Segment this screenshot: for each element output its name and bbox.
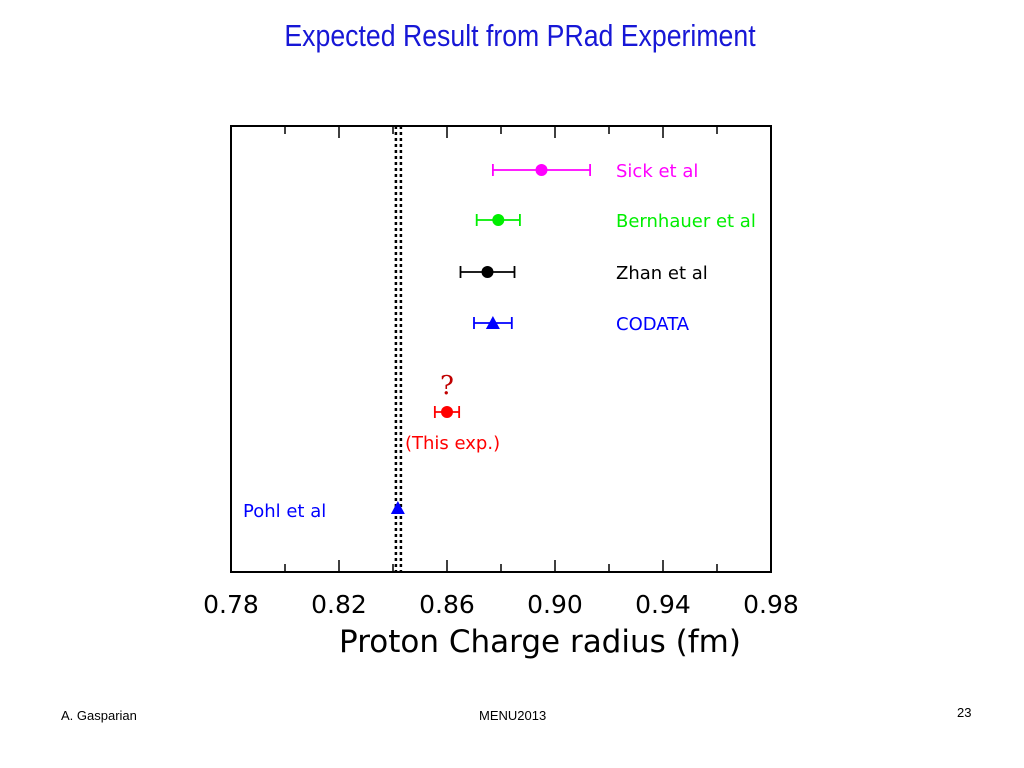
- tick-marks: [284, 126, 718, 572]
- x-tick-label: 0.82: [311, 590, 367, 619]
- page-number: 23: [957, 705, 972, 720]
- x-tick-label: 0.98: [743, 590, 799, 619]
- x-tick-label: 0.90: [527, 590, 583, 619]
- data-point-group: (This exp.)?: [405, 371, 500, 454]
- series-label: Pohl et al: [243, 501, 326, 522]
- slide-title: Expected Result from PRad Experiment: [284, 18, 756, 53]
- data-point-group: Zhan et al: [459, 263, 708, 284]
- series-label: Bernhauer et al: [616, 211, 756, 232]
- series-label: Sick et al: [616, 161, 698, 182]
- x-tick-label: 0.94: [635, 590, 691, 619]
- x-tick-label: 0.86: [419, 590, 475, 619]
- footer-author: A. Gasparian: [61, 708, 137, 723]
- triangle-marker: [390, 501, 405, 514]
- triangle-marker: [485, 316, 500, 329]
- data-point-group: Sick et al: [491, 161, 698, 182]
- circle-marker: [492, 214, 505, 226]
- series-label: CODATA: [616, 314, 690, 335]
- data-point-group: CODATA: [473, 314, 690, 335]
- circle-marker: [441, 406, 453, 418]
- x-axis-label: Proton Charge radius (fm): [339, 624, 741, 660]
- series-label: Zhan et al: [616, 263, 708, 284]
- x-tick-labels: 0.78 0.82 0.86 0.90 0.94 0.98: [203, 590, 799, 619]
- radius-chart: Sick et al Bernhauer et al Zhan et al CODAT…: [203, 125, 799, 660]
- series-label: (This exp.): [405, 433, 500, 454]
- question-mark-annotation: ?: [440, 371, 454, 401]
- data-points: Sick et al Bernhauer et al Zhan et al CODAT…: [243, 161, 756, 522]
- data-point-group: Bernhauer et al: [475, 211, 756, 232]
- data-point-group: Pohl et al: [243, 501, 405, 522]
- circle-marker: [535, 164, 548, 176]
- circle-marker: [481, 266, 494, 278]
- reference-line: [394, 126, 403, 572]
- x-tick-label: 0.78: [203, 590, 259, 619]
- footer-conference: MENU2013: [479, 708, 547, 723]
